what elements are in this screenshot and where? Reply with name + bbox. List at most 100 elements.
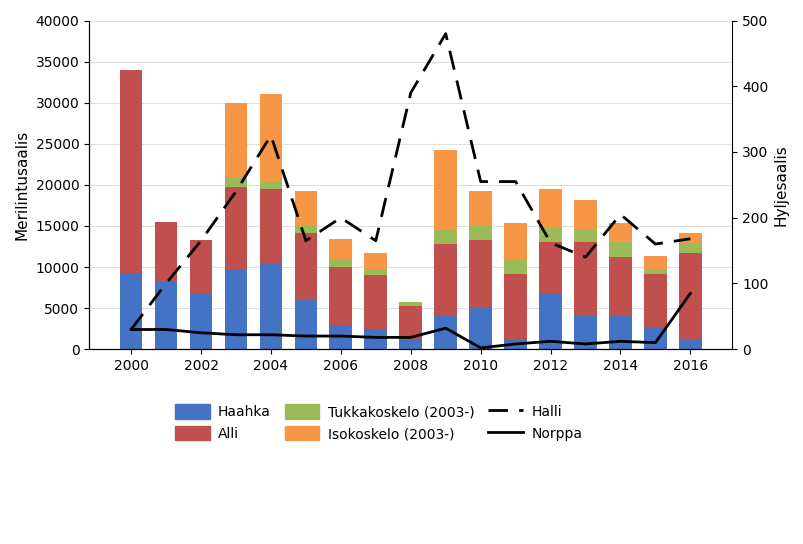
Norppa (196, 330, 206, 336)
Halli (406, 90, 415, 96)
Bar (190, 240, 212, 294)
Bar (609, 224, 631, 243)
Bar (469, 225, 491, 240)
Bar (329, 267, 352, 325)
Bar (329, 325, 352, 349)
Norppa (475, 345, 485, 351)
Bar (434, 150, 456, 230)
Legend: Haahka, Alli, Tukkakoskelo (2003-), Isokoskelo (2003-), Halli, Norppa: Haahka, Alli, Tukkakoskelo (2003-), Isok… (169, 399, 587, 447)
Bar (224, 103, 247, 177)
Bar (573, 314, 596, 349)
Halli (580, 254, 589, 261)
Norppa (545, 338, 555, 344)
Norppa (266, 331, 275, 338)
Bar (679, 243, 701, 253)
Bar (259, 182, 282, 189)
Bar (573, 229, 596, 243)
Bar (679, 253, 701, 339)
Line: Halli: Halli (131, 34, 690, 330)
Bar (224, 269, 247, 349)
Bar (154, 281, 177, 349)
Bar (259, 189, 282, 263)
Norppa (126, 326, 136, 333)
Bar (643, 328, 666, 349)
Bar (434, 317, 456, 349)
Bar (294, 233, 317, 299)
Halli (685, 236, 695, 242)
Bar (503, 274, 526, 339)
Halli (510, 178, 520, 185)
Bar (364, 253, 387, 269)
Bar (539, 227, 561, 242)
Bar (434, 244, 456, 317)
Bar (643, 256, 666, 269)
Norppa (300, 333, 310, 339)
Line: Norppa: Norppa (131, 293, 690, 348)
Norppa (650, 339, 659, 346)
Halli (370, 238, 380, 244)
Bar (573, 243, 596, 314)
Bar (120, 273, 142, 349)
Bar (469, 240, 491, 307)
Y-axis label: Merilintusaalis: Merilintusaalis (15, 129, 30, 240)
Bar (120, 70, 142, 273)
Bar (364, 275, 387, 329)
Halli (545, 239, 555, 246)
Bar (469, 307, 491, 349)
Bar (643, 269, 666, 274)
Bar (539, 293, 561, 349)
Bar (364, 269, 387, 275)
Halli (440, 30, 450, 37)
Bar (364, 329, 387, 349)
Halli (230, 188, 240, 195)
Bar (294, 190, 317, 225)
Bar (679, 339, 701, 349)
Bar (399, 339, 422, 349)
Bar (294, 299, 317, 349)
Norppa (440, 325, 450, 331)
Halli (336, 214, 345, 221)
Halli (161, 280, 171, 287)
Bar (259, 263, 282, 349)
Bar (573, 201, 596, 229)
Norppa (685, 290, 695, 296)
Norppa (406, 334, 415, 341)
Halli (126, 326, 136, 333)
Bar (224, 187, 247, 269)
Bar (190, 294, 212, 349)
Bar (643, 274, 666, 328)
Bar (469, 191, 491, 225)
Halli (475, 178, 485, 185)
Bar (154, 222, 177, 281)
Halli (650, 241, 659, 248)
Bar (329, 239, 352, 259)
Bar (399, 302, 422, 306)
Y-axis label: Hyljesaalis: Hyljesaalis (773, 144, 788, 226)
Bar (329, 259, 352, 267)
Bar (503, 224, 526, 259)
Halli (300, 238, 310, 244)
Bar (679, 232, 701, 243)
Norppa (510, 341, 520, 347)
Norppa (580, 341, 589, 347)
Norppa (161, 326, 171, 333)
Bar (294, 225, 317, 233)
Bar (503, 259, 526, 274)
Bar (539, 189, 561, 227)
Bar (539, 242, 561, 293)
Halli (615, 211, 625, 218)
Bar (224, 177, 247, 187)
Norppa (230, 331, 240, 338)
Halli (196, 238, 206, 244)
Bar (609, 317, 631, 349)
Bar (609, 243, 631, 257)
Halli (266, 132, 275, 139)
Norppa (615, 338, 625, 344)
Norppa (370, 334, 380, 341)
Norppa (336, 333, 345, 339)
Bar (503, 339, 526, 349)
Bar (259, 95, 282, 182)
Bar (434, 230, 456, 244)
Bar (609, 257, 631, 317)
Bar (399, 306, 422, 339)
